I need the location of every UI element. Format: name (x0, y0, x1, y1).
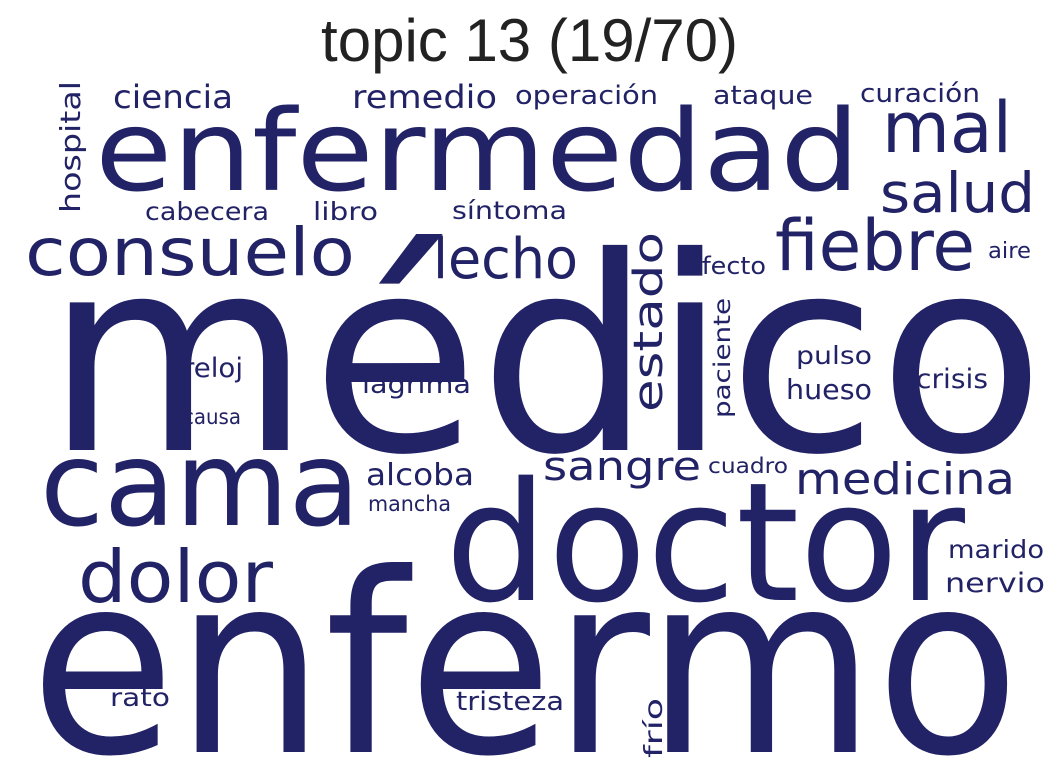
word-pulso: pulso (796, 341, 872, 370)
word-crisis: crisis (916, 364, 988, 395)
word-nervio: nervio (945, 568, 1045, 599)
word-salud: salud (880, 161, 1035, 225)
word-curación: curación (860, 79, 980, 109)
word-síntoma: síntoma (452, 196, 567, 225)
word-enfermedad: enfermedad (95, 87, 860, 217)
word-causa: causa (183, 405, 241, 429)
word-estado: estado (626, 232, 672, 412)
word-médico: médico (45, 199, 1045, 514)
page-title: topic 13 (19/70) (321, 7, 738, 74)
word-dolor: dolor (78, 535, 273, 619)
word-medicina: medicina (795, 454, 1015, 505)
word-hospital: hospital (54, 81, 87, 213)
word-cabecera: cabecera (145, 197, 269, 226)
word-tristeza: tristeza (456, 687, 564, 717)
word-rato: rato (110, 683, 170, 712)
word-lágrima: lágrima (362, 370, 471, 400)
word-efecto: efecto (686, 252, 766, 280)
word-marido: marido (948, 535, 1044, 564)
word-operación: operación (515, 81, 658, 111)
word-remedio: remedio (352, 78, 497, 116)
word-lecho: lecho (433, 227, 578, 292)
word-cama: cama (40, 415, 360, 553)
word-ataque: ataque (713, 81, 813, 111)
word-paciente: paciente (710, 298, 736, 418)
word-fiebre: fiebre (775, 205, 975, 287)
word-mal: mal (882, 87, 1012, 169)
word-ciencia: ciencia (113, 78, 233, 116)
word-consuelo: consuelo (25, 214, 355, 291)
word-frío: frío (639, 698, 668, 758)
word-sangre: sangre (543, 444, 701, 490)
word-doctor: doctor (445, 447, 965, 639)
word-aire: aire (988, 239, 1031, 264)
word-libro: libro (313, 197, 378, 226)
word-cuadro: cuadro (708, 454, 788, 478)
word-enfermo: enfermo (30, 520, 1020, 781)
word-hueso: hueso (786, 373, 872, 406)
word-alcoba: alcoba (366, 458, 474, 493)
word-mancha: mancha (368, 492, 451, 516)
word-reloj: reloj (183, 353, 243, 384)
